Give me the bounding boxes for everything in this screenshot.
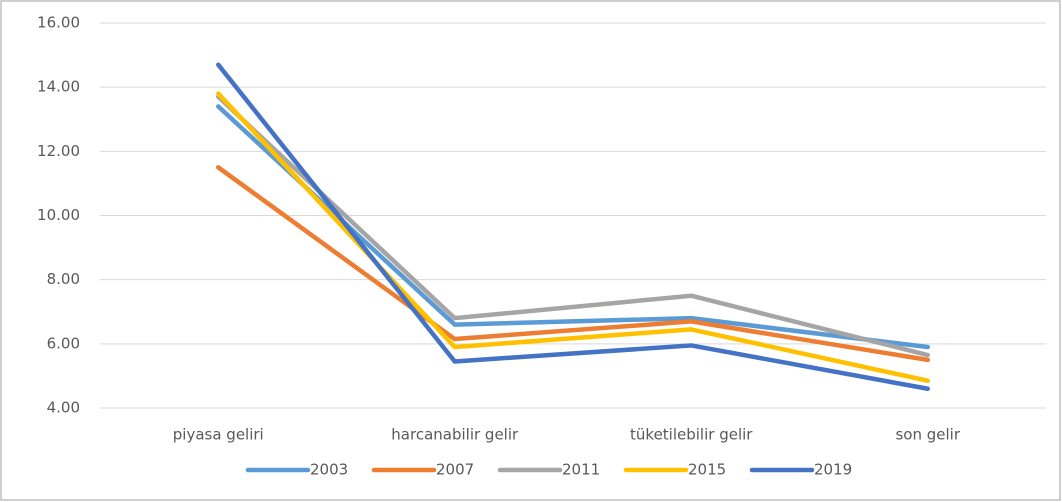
legend-label: 2003 xyxy=(310,461,348,479)
y-tick-label: 4.00 xyxy=(47,399,80,417)
x-tick-label: son gelir xyxy=(895,426,960,444)
legend-label: 2015 xyxy=(688,461,726,479)
data-line xyxy=(216,62,930,391)
x-tick-label: tüketilebilir gelir xyxy=(630,426,753,444)
x-tick-label: piyasa geliri xyxy=(173,426,264,444)
legend-label: 2019 xyxy=(814,461,852,479)
data-line xyxy=(216,165,930,363)
y-tick-label: 14.00 xyxy=(37,78,80,96)
y-tick-label: 8.00 xyxy=(47,270,80,288)
data-line xyxy=(216,94,930,358)
y-tick-label: 10.00 xyxy=(37,206,80,224)
y-tick-label: 6.00 xyxy=(47,334,80,352)
x-tick-label: harcanabilir gelir xyxy=(391,426,519,444)
y-tick-label: 12.00 xyxy=(37,142,80,160)
y-tick-label: 16.00 xyxy=(37,14,80,32)
data-line xyxy=(216,91,930,383)
legend-label: 2007 xyxy=(436,461,474,479)
legend-label: 2011 xyxy=(562,461,600,479)
